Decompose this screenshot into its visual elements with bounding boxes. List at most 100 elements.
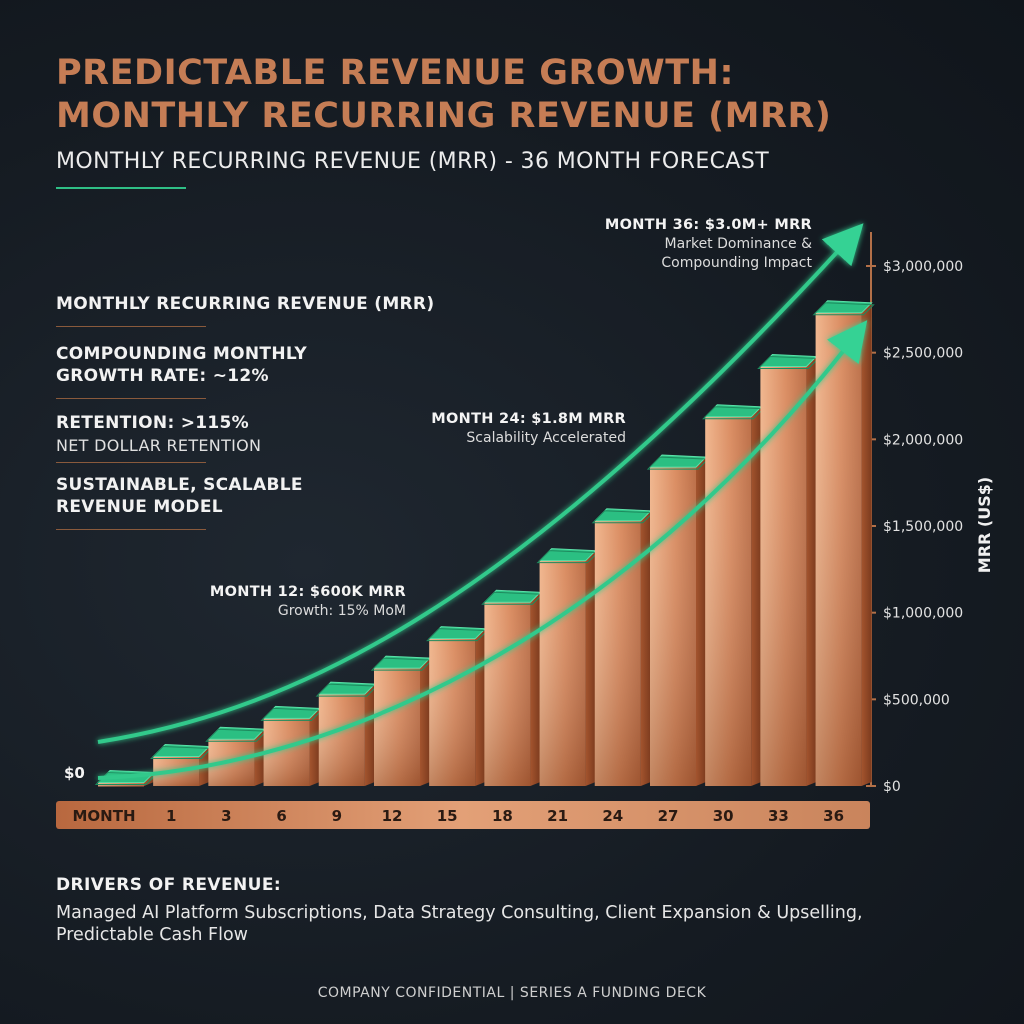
y-tick-label: $0 [883,779,901,795]
bar-shade [705,416,752,786]
bar-side [696,457,706,786]
x-tick-label: 15 [437,807,458,825]
bar-shade [318,694,365,786]
bar-top [372,655,432,669]
x-axis-band [56,801,870,829]
callout-36-title: MONTH 36: $3.0M+ MRR [604,217,812,233]
x-axis-label: MONTH [72,807,135,825]
y-tick-label: $1,500,000 [883,519,963,535]
bar-shade [484,602,531,786]
bar-top [759,354,818,368]
bar-side [751,406,762,786]
bar-side [420,658,430,786]
subtitle-underline [56,187,186,189]
zero-label: $0 [64,764,85,782]
x-tick-label: 3 [221,807,231,825]
x-tick-label: 36 [823,807,844,825]
callout-month-36: MONTH 36: $3.0M+ MRR Market Dominance & … [605,216,812,273]
x-tick-label: 27 [658,807,679,825]
callout-36-sub-2: Compounding Impact [661,255,812,271]
callout-12-title: MONTH 12: $600K MRR [209,584,406,600]
model-line-2: REVENUE MODEL [56,497,223,517]
y-tick-label: $2,500,000 [883,346,963,362]
y-tick-label: $2,000,000 [883,432,963,448]
bar-shade [760,366,807,786]
metric-growth-rate: COMPOUNDING MONTHLY GROWTH RATE: ~12% [56,343,307,387]
upper-trend-arrow [97,223,864,744]
bars [94,300,875,787]
y-tick-labels: $0 $500,000 $1,000,000 $1,500,000 $2,000,000… [866,259,963,795]
metric-divider [56,326,206,327]
bar-top [262,705,321,719]
bar [481,589,544,786]
bar-top [648,454,708,468]
bar [425,626,489,786]
bar-side [806,356,817,786]
bar-top [207,726,266,740]
bar-side [309,708,320,786]
bar-shade [539,560,586,786]
x-tick-label: 24 [602,807,623,825]
bar-side [640,510,651,786]
model-line-1: SUSTAINABLE, SCALABLE [56,475,303,495]
metric-retention-sub: NET DOLLAR RETENTION [56,436,262,455]
drivers-heading: DRIVERS OF REVENUE: [56,875,282,895]
bar [701,404,765,786]
callout-month-12: MONTH 12: $600K MRR Growth: 15% MoM [210,583,406,621]
title-line-1: PREDICTABLE REVENUE GROWTH: [56,53,734,93]
bar-top [703,404,763,418]
metric-mrr-heading: MONTHLY RECURRING REVENUE (MRR) [56,294,435,314]
callout-36-sub-1: Market Dominance & [664,236,812,252]
bar [812,300,875,786]
callout-month-24: MONTH 24: $1.8M MRR Scalability Accelera… [431,410,626,448]
bar-side [364,684,375,786]
x-tick-label: 9 [332,807,342,825]
metric-retention: RETENTION: >115% [56,413,250,433]
metric-revenue-model: SUSTAINABLE, SCALABLE REVENUE MODEL [56,474,303,518]
metric-divider [56,462,206,463]
bar-top [814,300,873,314]
bar-top [317,681,376,695]
y-tick-label: $3,000,000 [883,259,963,275]
bar-shade [429,638,476,786]
page-title: PREDICTABLE REVENUE GROWTH: MONTHLY RECU… [56,52,956,138]
callout-24-sub: Scalability Accelerated [466,430,626,446]
footer-text: COMPANY CONFIDENTIAL | SERIES A FUNDING … [317,985,707,1001]
bar [757,354,820,786]
metric-divider [56,529,206,530]
bar [591,508,654,786]
lower-trend-arrow [97,320,868,780]
metric-divider [56,398,206,399]
bar-shade [374,668,420,786]
bar-top [151,744,211,758]
page-subtitle: MONTHLY RECURRING REVENUE (MRR) - 36 MON… [56,149,770,174]
bar-top [593,508,652,522]
bar-shade [815,312,862,786]
x-tick-label: 12 [382,807,403,825]
y-axis-title: MRR (US$) [975,477,994,573]
x-tick-label: 30 [713,807,734,825]
x-tick-label: 21 [547,807,568,825]
bar [315,681,378,786]
x-tick-label: 6 [276,807,286,825]
y-tick-label: $500,000 [883,692,950,708]
callout-12-sub: Growth: 15% MoM [277,603,406,619]
bar [536,548,599,786]
x-tick-label: 18 [492,807,513,825]
bar-side [254,729,265,786]
title-line-2: MONTHLY RECURRING REVENUE (MRR) [56,96,832,136]
growth-line-2: GROWTH RATE: ~12% [56,366,269,386]
bar-shade [650,467,696,786]
growth-line-1: COMPOUNDING MONTHLY [56,344,307,364]
x-tick-label: 1 [166,807,176,825]
bar [370,655,434,786]
x-tick-labels: 1 3 6 9 12 15 18 21 24 27 30 33 36 [166,807,844,825]
drivers-body: Managed AI Platform Subscriptions, Data … [56,903,863,945]
bar-side [475,628,486,786]
bar-top [538,548,597,562]
callout-24-title: MONTH 24: $1.8M MRR [431,411,626,427]
bar-top [483,589,542,603]
bar-side [530,592,541,786]
bar-side [585,550,596,786]
